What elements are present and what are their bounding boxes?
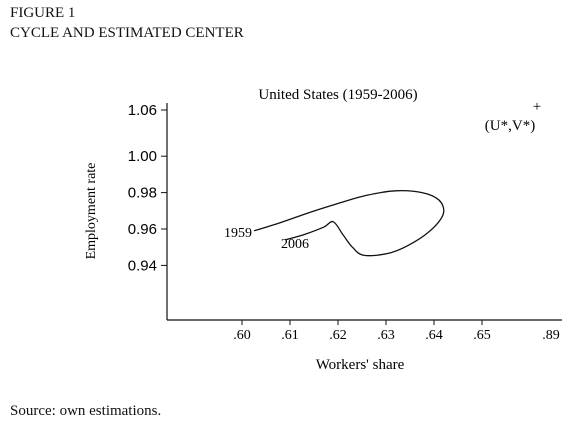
center-point-marker: + [533,99,541,115]
y-ticks: 0.94 0.96 0.98 1.00 1.06 [128,102,167,274]
start-year-label: 1959 [224,226,252,241]
y-tick-label: 0.94 [128,257,157,274]
chart-title: United States (1959-2006) [258,87,417,103]
series-line [253,190,445,257]
x-tick-label: .60 [233,328,251,343]
x-tick-label: .64 [425,328,443,343]
figure-title: CYCLE AND ESTIMATED CENTER [10,25,244,41]
x-axis-label: Workers' share [316,357,405,373]
y-tick-label: 1.00 [128,148,157,165]
x-ticks: .60 .61 .62 .63 .64 .65 [233,320,491,343]
center-point-label: (U*,V*) [485,118,535,134]
end-year-label: 2006 [281,237,309,252]
x-tick-label: .63 [377,328,395,343]
y-tick-label: 1.06 [128,102,157,119]
x-break-tick-label: .89 [542,328,560,343]
figure-number: FIGURE 1 [10,5,76,21]
x-tick-label: .62 [329,328,347,343]
cycle-chart: United States (1959-2006) 0.94 0.96 0.98 1.… [84,87,562,373]
x-tick-label: .61 [281,328,299,343]
x-tick-label: .65 [473,328,491,343]
source-note: Source: own estimations. [10,403,162,419]
y-tick-label: 0.96 [128,221,157,238]
y-axis-label: Employment rate [84,163,99,260]
y-tick-label: 0.98 [128,185,157,202]
